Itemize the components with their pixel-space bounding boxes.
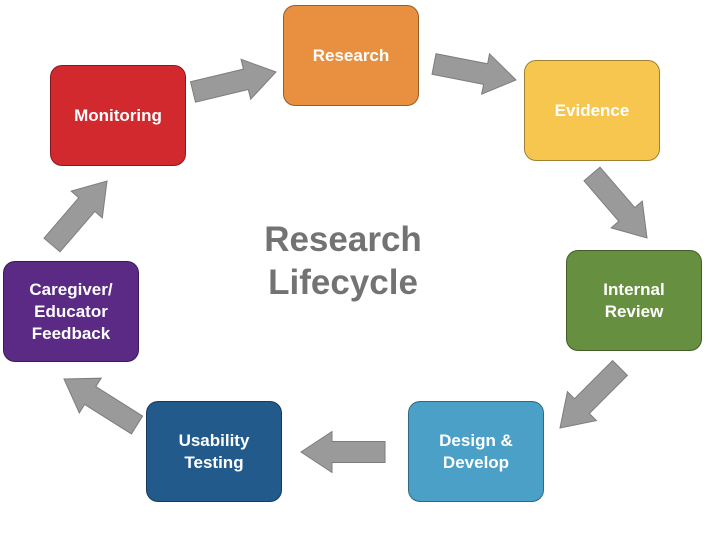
block-arrow-icon-4 — [559, 359, 629, 429]
block-arrow-icon-2 — [431, 52, 517, 96]
block-arrow-icon-5 — [300, 430, 386, 474]
stage-usability-testing: Usability Testing — [146, 401, 282, 502]
block-arrow-icon-3 — [583, 166, 648, 239]
stage-internal-review: Internal Review — [566, 250, 702, 351]
stage-monitoring-label: Monitoring — [74, 105, 162, 125]
stage-evidence-label: Evidence — [554, 100, 630, 120]
stage-evidence: Evidence — [524, 60, 660, 161]
stage-caregiver-feedback-label: Caregiver/ Educator Feedback — [29, 279, 113, 343]
stage-design-develop: Design & Develop — [408, 401, 544, 502]
block-arrow-icon-1 — [189, 58, 277, 103]
stage-research-label: Research — [312, 45, 390, 65]
stage-usability-testing-label: Usability Testing — [178, 430, 250, 472]
block-arrow-icon-6 — [63, 377, 144, 435]
block-arrow-icon-7 — [43, 180, 108, 253]
diagram-title: Research Lifecycle — [264, 220, 422, 302]
stage-design-develop-label: Design & Develop — [439, 430, 513, 472]
stage-monitoring: Monitoring — [50, 65, 186, 166]
stage-internal-review-label: Internal Review — [603, 279, 665, 321]
stage-research: Research — [283, 5, 419, 106]
stage-caregiver-feedback: Caregiver/ Educator Feedback — [3, 261, 139, 362]
